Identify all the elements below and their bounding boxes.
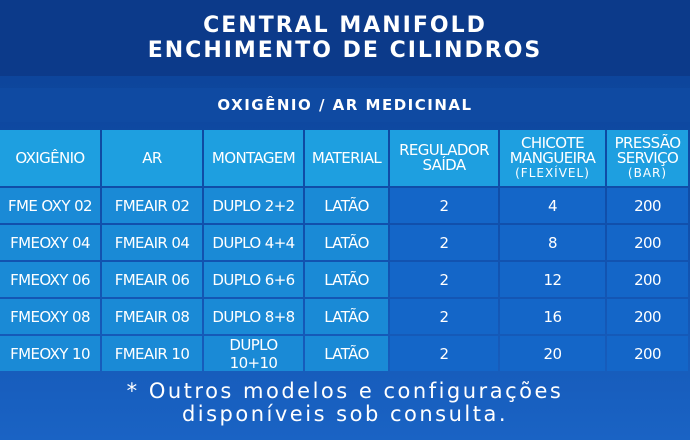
- title-line: ENCHIMENTO DE CILINDROS: [147, 38, 543, 63]
- table-cell: LATÃO: [305, 336, 388, 371]
- header-text: SAÍDA: [422, 156, 466, 174]
- header-text: MATERIAL: [311, 148, 382, 167]
- table-cell: 200: [607, 299, 688, 334]
- subtitle: OXIGÊNIO / AR MEDICINAL: [0, 88, 690, 122]
- table-cell: LATÃO: [305, 225, 388, 260]
- table-cell: DUPLO 4+4: [204, 225, 303, 260]
- table-cell: 4: [500, 188, 605, 223]
- header-text: REGULADOR: [399, 141, 489, 159]
- header-text: AR: [142, 148, 162, 167]
- header-cell: CHICOTE MANGUEIRA (FLEXÍVEL): [500, 130, 605, 186]
- header-text: MANGUEIRA: [509, 148, 596, 167]
- table-cell: 2: [390, 336, 498, 371]
- table-cell: 200: [607, 336, 688, 371]
- table-cell: FMEOXY 10: [0, 336, 100, 371]
- table-cell: FMEOXY 06: [0, 262, 100, 297]
- footer-line: disponíveis sob consulta.: [181, 402, 509, 426]
- title-line: CENTRAL MANIFOLD: [203, 13, 487, 38]
- table-cell: LATÃO: [305, 188, 388, 223]
- table-cell: DUPLO 2+2: [204, 188, 303, 223]
- table-cell: DUPLO 6+6: [204, 262, 303, 297]
- table-cell: FMEOXY 08: [0, 299, 100, 334]
- header-text: MONTAGEM: [211, 148, 296, 167]
- footer: * Outros modelos e configurações disponí…: [0, 380, 690, 426]
- header-text: PRESSÃO: [614, 133, 681, 152]
- table-cell: DUPLO 8+8: [204, 299, 303, 334]
- header-cell: AR: [102, 130, 202, 186]
- table-cell: FMEAIR 10: [102, 336, 202, 371]
- table-cell: 200: [607, 262, 688, 297]
- table-cell: FMEAIR 06: [102, 262, 202, 297]
- header-text: (FLEXÍVEL): [515, 165, 590, 180]
- table-cell: 16: [500, 299, 605, 334]
- footer-line: * Outros modelos e configurações: [126, 379, 564, 403]
- header-text: CHICOTE: [521, 133, 585, 152]
- table-cell: 2: [390, 188, 498, 223]
- header-text: OXIGÊNIO: [15, 148, 85, 167]
- table-cell: 12: [500, 262, 605, 297]
- table-cell: FME OXY 02: [0, 188, 100, 223]
- table-cell: 2: [390, 299, 498, 334]
- table-cell: LATÃO: [305, 299, 388, 334]
- header-cell: OXIGÊNIO: [0, 130, 100, 186]
- table-cell: FMEAIR 04: [102, 225, 202, 260]
- table-cell: FMEOXY 04: [0, 225, 100, 260]
- header-cell: PRESSÃO SERVIÇO (BAR): [607, 130, 688, 186]
- header-cell: MATERIAL: [305, 130, 388, 186]
- table-cell: FMEAIR 02: [102, 188, 202, 223]
- header-cell: MONTAGEM: [204, 130, 303, 186]
- header-text: SERVIÇO: [616, 148, 679, 167]
- table-cell: 20: [500, 336, 605, 371]
- table-cell: DUPLO 10+10: [204, 336, 303, 372]
- title: CENTRAL MANIFOLD ENCHIMENTO DE CILINDROS: [0, 0, 690, 76]
- table-cell: 2: [390, 262, 498, 297]
- table-cell: LATÃO: [305, 262, 388, 297]
- header-cell: REGULADOR SAÍDA: [390, 130, 498, 186]
- header-text: (BAR): [627, 165, 668, 180]
- table-cell: 200: [607, 225, 688, 260]
- table-cell: 8: [500, 225, 605, 260]
- table-cell: 200: [607, 188, 688, 223]
- table-cell: 2: [390, 225, 498, 260]
- table-cell: FMEAIR 08: [102, 299, 202, 334]
